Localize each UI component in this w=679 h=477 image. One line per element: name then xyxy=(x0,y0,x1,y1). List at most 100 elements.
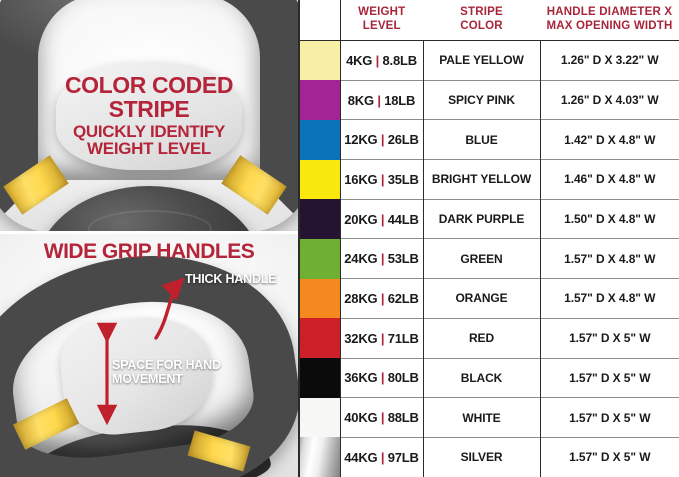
handle-dimensions-cell: 1.46" D X 4.8" W xyxy=(540,159,679,200)
weight-kg: 20KG xyxy=(344,211,378,227)
stripe-color-name-cell: RED xyxy=(423,317,541,358)
stripe-color-name-cell: BLUE xyxy=(423,119,541,160)
weight-lb: 8.8LB xyxy=(382,52,418,68)
weight-kg: 16KG xyxy=(344,171,378,187)
panel-divider xyxy=(0,231,298,234)
handle-dimensions-cell: 1.26" D X 4.03" W xyxy=(540,79,679,120)
weight-lb: 35LB xyxy=(387,171,419,187)
swatch-fill xyxy=(298,119,340,160)
weight-kg: 44KG xyxy=(344,449,378,465)
hand-space-callout-line-1: SPACE FOR HAND xyxy=(112,358,221,372)
weight-kg: 24KG xyxy=(344,251,378,267)
weight-kg: 4KG xyxy=(346,52,373,68)
handle-dimensions-cell: 1.57" D X 4.8" W xyxy=(540,278,679,319)
stripe-color-swatch xyxy=(298,278,341,319)
stripe-color-swatch xyxy=(298,238,341,279)
table-row: 20KG | 44LB DARK PURPLE 1.50" D X 4.8" W xyxy=(298,198,679,239)
header-weight-line-1: WEIGHT xyxy=(358,6,406,19)
stripe-color-name-cell: BRIGHT YELLOW xyxy=(423,159,541,200)
table-row: 32KG | 71LB RED 1.57" D X 5" W xyxy=(298,317,679,358)
weight-level-cell: 8KG | 18LB xyxy=(340,79,424,120)
table-row: 40KG | 88LB WHITE 1.57" D X 5" W xyxy=(298,397,679,438)
spec-table-panel: WEIGHT LEVEL STRIPE COLOR HANDLE DIAMETE… xyxy=(298,0,679,477)
handle-dimensions-cell: 1.57" D X 5" W xyxy=(540,397,679,438)
stripe-color-name-cell: BLACK xyxy=(423,357,541,398)
stripe-color-swatch xyxy=(298,397,341,438)
header-swatch xyxy=(298,0,341,41)
handle-dimensions-cell: 1.57" D X 5" W xyxy=(540,357,679,398)
weight-kg: 28KG xyxy=(344,290,378,306)
weight-level-cell: 36KG | 80LB xyxy=(340,357,424,398)
weight-separator: | xyxy=(380,410,385,426)
weight-lb: 26LB xyxy=(387,132,419,148)
swatch-fill xyxy=(298,159,340,200)
weight-separator: | xyxy=(380,171,385,187)
stripe-color-swatch xyxy=(298,358,341,398)
stripe-color-name-cell: ORANGE xyxy=(423,278,541,319)
handle-dimensions-cell: 1.26" D X 3.22" W xyxy=(560,53,659,68)
weight-separator: | xyxy=(375,52,380,68)
stripe-color-swatch xyxy=(298,80,341,120)
weight-level-cell: 24KG | 53LB xyxy=(340,238,424,279)
stripe-color-name-cell: SPICY PINK xyxy=(423,79,541,120)
stripe-color-name-cell: GREEN xyxy=(423,238,541,279)
header-weight-line-2: LEVEL xyxy=(362,20,401,32)
header-handle-dimensions: HANDLE DIAMETER X MAX OPENING WIDTH xyxy=(540,0,679,41)
feature-wide-grip-handles: WIDE GRIP HANDLES THICK HANDLE SPACE FOR… xyxy=(0,232,298,477)
weight-lb: 18LB xyxy=(384,92,416,108)
handle-dimensions-cell: 1.57" D X 5" W xyxy=(540,436,679,477)
callout-shape-top xyxy=(56,62,242,170)
weight-level-cell: 44KG | 97LB xyxy=(340,436,424,477)
table-row: 16KG | 35LB BRIGHT YELLOW 1.46" D X 4.8" W xyxy=(298,159,679,200)
weight-kg: 36KG xyxy=(344,370,378,386)
header-stripe-color: STRIPE COLOR xyxy=(423,0,540,41)
table-row: 24KG | 53LB GREEN 1.57" D X 4.8" W xyxy=(298,238,679,279)
weight-level-cell: 32KG | 71LB xyxy=(340,317,424,358)
header-stripe-line-1: STRIPE xyxy=(460,6,503,19)
weight-level-cell: 12KG | 26LB xyxy=(340,119,424,160)
weight-lb: 80LB xyxy=(387,370,419,386)
weight-kg: 12KG xyxy=(344,132,378,148)
header-stripe-line-2: COLOR xyxy=(460,20,503,32)
handle-dimensions-cell: 1.57" D X 5" W xyxy=(540,317,679,358)
feature-color-coded-stripe: COLOR CODED STRIPE QUICKLY IDENTIFY WEIG… xyxy=(0,0,298,232)
table-row: 4KG | 8.8LB PALE YELLOW 1.26" D X 3.22" W xyxy=(298,40,679,81)
swatch-fill xyxy=(298,80,340,120)
swatch-fill xyxy=(298,397,340,438)
weight-level-cell: 28KG | 62LB xyxy=(340,278,424,319)
swatch-fill xyxy=(298,199,340,239)
weight-separator: | xyxy=(380,290,385,306)
weight-separator: | xyxy=(380,211,385,227)
weight-separator: | xyxy=(380,330,385,346)
weight-kg: 32KG xyxy=(344,330,378,346)
stripe-color-swatch xyxy=(298,318,341,358)
thick-handle-callout: THICK HANDLE xyxy=(185,272,277,286)
weight-level-cell: 40KG | 88LB xyxy=(340,397,424,438)
handle-dimensions-cell: 1.50" D X 4.8" W xyxy=(540,198,679,239)
hand-space-callout: SPACE FOR HAND MOVEMENT xyxy=(112,358,221,386)
weight-level-cell: 4KG | 8.8LB xyxy=(340,40,424,81)
stripe-color-name-cell: WHITE xyxy=(423,397,541,438)
stripe-color-swatch xyxy=(298,159,341,200)
stripe-color-name-cell: DARK PURPLE xyxy=(423,198,541,239)
weight-separator: | xyxy=(380,251,385,267)
table-left-border xyxy=(298,0,300,477)
stripe-color-swatch xyxy=(298,199,341,239)
weight-kg: 40KG xyxy=(344,410,378,426)
header-handle-line-2: MAX OPENING WIDTH xyxy=(546,20,673,32)
weight-separator: | xyxy=(380,449,385,465)
stripe-color-swatch xyxy=(298,119,341,160)
feature-panel: COLOR CODED STRIPE QUICKLY IDENTIFY WEIG… xyxy=(0,0,298,477)
feature-bottom-headline: WIDE GRIP HANDLES xyxy=(43,240,255,263)
hand-space-callout-line-2: MOVEMENT xyxy=(112,372,183,386)
table-row: 12KG | 26LB BLUE 1.42" D X 4.8" W xyxy=(298,119,679,160)
header-weight-level: WEIGHT LEVEL xyxy=(340,0,423,41)
header-handle-line-1: HANDLE DIAMETER X xyxy=(546,6,673,19)
weight-lb: 53LB xyxy=(387,251,419,267)
weight-lb: 97LB xyxy=(387,449,419,465)
table-row: 44KG | 97LB SILVER 1.57" D X 5" W xyxy=(298,436,679,477)
weight-level-cell: 20KG | 44LB xyxy=(340,198,424,239)
table-row: 36KG | 80LB BLACK 1.57" D X 5" W xyxy=(298,357,679,398)
handle-dimensions-cell: 1.42" D X 4.8" W xyxy=(540,119,679,160)
